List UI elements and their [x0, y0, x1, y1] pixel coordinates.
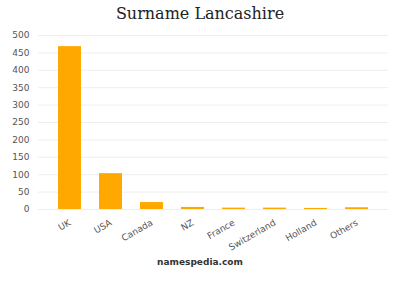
- svg-text:250: 250: [12, 117, 29, 127]
- svg-text:150: 150: [12, 152, 29, 162]
- svg-text:Others: Others: [328, 217, 359, 241]
- svg-text:100: 100: [12, 170, 29, 180]
- svg-text:UK: UK: [57, 217, 74, 232]
- svg-text:Switzerland: Switzerland: [227, 218, 277, 253]
- svg-text:450: 450: [12, 48, 29, 58]
- svg-text:200: 200: [12, 135, 29, 145]
- html-text:namespedia.com: namespedia.com: [157, 257, 243, 267]
- svg-text:50: 50: [18, 187, 30, 197]
- html-text:Surname Lancashire: Surname Lancashire: [115, 4, 285, 23]
- svg-text:France: France: [206, 217, 237, 241]
- svg-text:350: 350: [12, 83, 29, 93]
- svg-text:400: 400: [12, 65, 29, 75]
- svg-text:Holland: Holland: [284, 218, 319, 244]
- svg-text:300: 300: [12, 100, 29, 110]
- svg-text:Canada: Canada: [120, 218, 155, 244]
- svg-text:USA: USA: [92, 217, 114, 235]
- svg-text:NZ: NZ: [179, 218, 195, 233]
- svg-text:0: 0: [24, 204, 30, 214]
- svg-text:500: 500: [12, 30, 29, 40]
